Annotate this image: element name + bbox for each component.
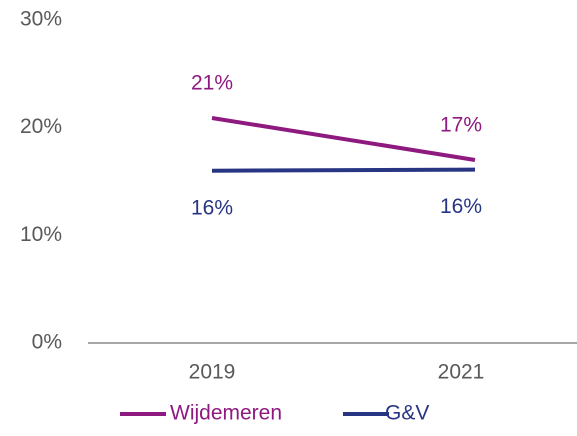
data-label: 21% bbox=[191, 72, 233, 95]
x-tick-label: 2019 bbox=[189, 361, 236, 384]
data-label: 17% bbox=[440, 114, 482, 137]
data-label: 16% bbox=[191, 196, 233, 219]
x-tick-label: 2021 bbox=[438, 361, 485, 384]
legend-label: G&V bbox=[385, 402, 429, 425]
y-tick-label: 30% bbox=[20, 8, 62, 31]
legend-label: Wijdemeren bbox=[170, 402, 282, 425]
y-tick-label: 0% bbox=[32, 331, 62, 354]
y-tick-label: 10% bbox=[20, 223, 62, 246]
series-line bbox=[211, 167, 476, 173]
series-line bbox=[211, 116, 476, 162]
data-label: 16% bbox=[440, 195, 482, 218]
y-tick-label: 20% bbox=[20, 115, 62, 138]
